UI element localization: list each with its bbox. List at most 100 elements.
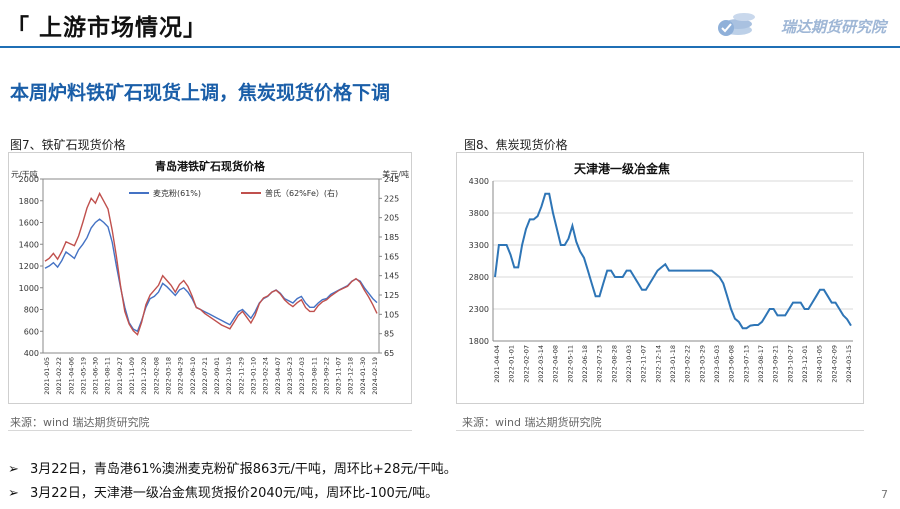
y-tick-label: 3300 <box>469 241 489 250</box>
x-tick-label: 2024-02-09 <box>830 345 838 383</box>
company-logo <box>718 13 755 36</box>
series-line-1 <box>494 192 852 330</box>
x-tick-label: 2023-02-24 <box>262 357 270 395</box>
figure-8-source-divider <box>456 430 864 431</box>
x-tick-label: 2023-09-21 <box>772 345 780 383</box>
x-tick-label: 2023-05-23 <box>286 357 294 395</box>
x-tick-label: 2024-01-30 <box>359 357 367 395</box>
x-tick-label: 2022-09-01 <box>213 357 221 395</box>
x-tick-label: 2023-08-17 <box>757 345 765 383</box>
x-tick-label: 2023-10-27 <box>786 345 794 383</box>
y-tick-label: 1800 <box>469 337 489 346</box>
y-axis-right-label: 美元/吨 <box>382 169 409 179</box>
x-tick-label: 2021-11-09 <box>128 357 136 395</box>
y-tick-left-label: 1200 <box>19 262 39 271</box>
x-tick-label: 2021-04-06 <box>67 357 75 395</box>
y-tick-left-label: 800 <box>24 306 39 315</box>
x-tick-label: 2021-09-27 <box>116 357 124 395</box>
figure-8-source: 来源：wind 瑞达期货研究院 <box>462 416 602 429</box>
y-tick-right-label: 145 <box>384 272 399 281</box>
page-title: 「 上游市场情况」 <box>6 15 208 41</box>
x-tick-label: 2022-11-29 <box>237 357 245 395</box>
coke-chart-panel: 天津港一级冶金焦 1800 2300 2800 3300 3800 4300 2021-04-… <box>456 152 864 404</box>
x-tick-label: 2023-09-22 <box>322 357 330 395</box>
bullet-item: ➢ 3月22日，天津港一级冶金焦现货报价2040元/吨，周环比-100元/吨。 <box>8 482 438 501</box>
iron-ore-chart-panel: 青岛港铁矿石现货价格元/干吨 美元/吨 400 600 800 1000 1200 1400 1… <box>8 152 412 404</box>
y-tick-right-label: 85 <box>384 330 394 339</box>
series-line-2 <box>44 191 378 336</box>
x-tick-label: 2023-07-03 <box>298 357 306 395</box>
x-tick-label: 2022-11-07 <box>640 345 648 383</box>
x-tick-label: 2023-11-07 <box>335 357 343 395</box>
x-tick-label: 2022-07-23 <box>596 345 604 383</box>
x-tick-label: 2021-04-04 <box>493 345 501 383</box>
x-tick-label: 2023-03-29 <box>698 345 706 383</box>
x-tick-label: 2023-05-03 <box>713 345 721 383</box>
y-tick-right-label: 165 <box>384 252 399 261</box>
y-tick-left-label: 2000 <box>19 175 39 184</box>
y-tick-right-label: 205 <box>384 214 399 223</box>
bullet-text: 3月22日，天津港一级冶金焦现货报价2040元/吨，周环比-100元/吨。 <box>30 486 439 501</box>
y-tick-label: 2300 <box>469 305 489 314</box>
x-tick-label: 2022-07-21 <box>201 357 209 395</box>
x-tick-label: 2022-12-14 <box>654 345 662 383</box>
x-tick-label: 2021-05-19 <box>79 357 87 395</box>
page-number: 7 <box>881 488 888 501</box>
x-tick-label: 2022-10-19 <box>225 357 233 395</box>
y-tick-right-label: 65 <box>384 349 394 358</box>
coin-stack-icon <box>718 13 755 36</box>
x-tick-label: 2022-03-18 <box>164 357 172 395</box>
y-tick-left-label: 1400 <box>19 240 39 249</box>
y-tick-right-label: 185 <box>384 233 399 242</box>
arrow-bullet-icon: ➢ <box>8 462 19 477</box>
x-tick-label: 2023-12-18 <box>347 357 355 395</box>
bullet-item: ➢ 3月22日，青岛港61%澳洲麦克粉矿报863元/干吨，周环比+28元/干吨。 <box>8 458 457 477</box>
x-tick-label: 2021-06-30 <box>92 357 100 395</box>
bullet-text: 3月22日，青岛港61%澳洲麦克粉矿报863元/干吨，周环比+28元/干吨。 <box>30 462 457 477</box>
arrow-bullet-icon: ➢ <box>8 486 19 501</box>
x-tick-label: 2024-03-15 <box>845 345 853 383</box>
y-tick-right-label: 125 <box>384 291 399 300</box>
x-tick-label: 2022-02-08 <box>152 357 160 395</box>
x-tick-label: 2024-02-19 <box>371 357 379 395</box>
x-tick-label: 2022-01-01 <box>508 345 516 383</box>
x-tick-label: 2024-01-05 <box>816 345 824 383</box>
header-divider <box>0 46 900 48</box>
coke-chart: 天津港一级冶金焦 1800 2300 2800 3300 3800 4300 2021-04-… <box>469 161 853 383</box>
figure-7-source-divider <box>8 430 412 431</box>
x-tick-label: 2023-06-08 <box>728 345 736 383</box>
series-line-1 <box>44 218 378 333</box>
figure-7-label: 图7、铁矿石现货价格 <box>10 138 126 152</box>
x-tick-label: 2021-12-20 <box>140 357 148 395</box>
y-tick-right-label: 245 <box>384 175 399 184</box>
chart-title: 青岛港铁矿石现货价格 <box>155 159 266 173</box>
x-tick-label: 2023-04-07 <box>274 357 282 395</box>
x-tick-label: 2022-10-03 <box>625 345 633 383</box>
x-tick-label: 2023-08-11 <box>310 357 318 395</box>
x-tick-label: 2023-01-10 <box>250 357 258 395</box>
y-tick-left-label: 1600 <box>19 219 39 228</box>
x-tick-label: 2023-01-18 <box>669 345 677 383</box>
x-tick-label: 2022-05-11 <box>566 345 574 383</box>
plot-area <box>42 178 380 354</box>
x-tick-label: 2021-02-22 <box>55 357 63 395</box>
x-tick-label: 2022-06-10 <box>189 357 197 395</box>
y-tick-left-label: 400 <box>24 349 39 358</box>
y-tick-left-label: 1000 <box>19 284 39 293</box>
x-tick-label: 2022-02-07 <box>522 345 530 383</box>
x-tick-label: 2021-01-05 <box>43 357 51 395</box>
y-tick-label: 4300 <box>469 177 489 186</box>
y-tick-left-label: 1800 <box>19 197 39 206</box>
x-tick-label: 2022-08-28 <box>610 345 618 383</box>
y-tick-left-label: 600 <box>24 327 39 336</box>
y-axis-left-label: 元/干吨 <box>11 169 38 179</box>
y-tick-right-label: 225 <box>384 194 399 203</box>
y-tick-right-label: 105 <box>384 310 399 319</box>
y-tick-label: 3800 <box>469 209 489 218</box>
chart-title: 天津港一级冶金焦 <box>574 161 670 176</box>
figure-7-source: 来源：wind 瑞达期货研究院 <box>10 416 150 429</box>
x-tick-label: 2023-02-22 <box>684 345 692 383</box>
x-tick-label: 2021-08-11 <box>104 357 112 395</box>
logo-text: 瑞达期货研究院 <box>780 18 886 36</box>
